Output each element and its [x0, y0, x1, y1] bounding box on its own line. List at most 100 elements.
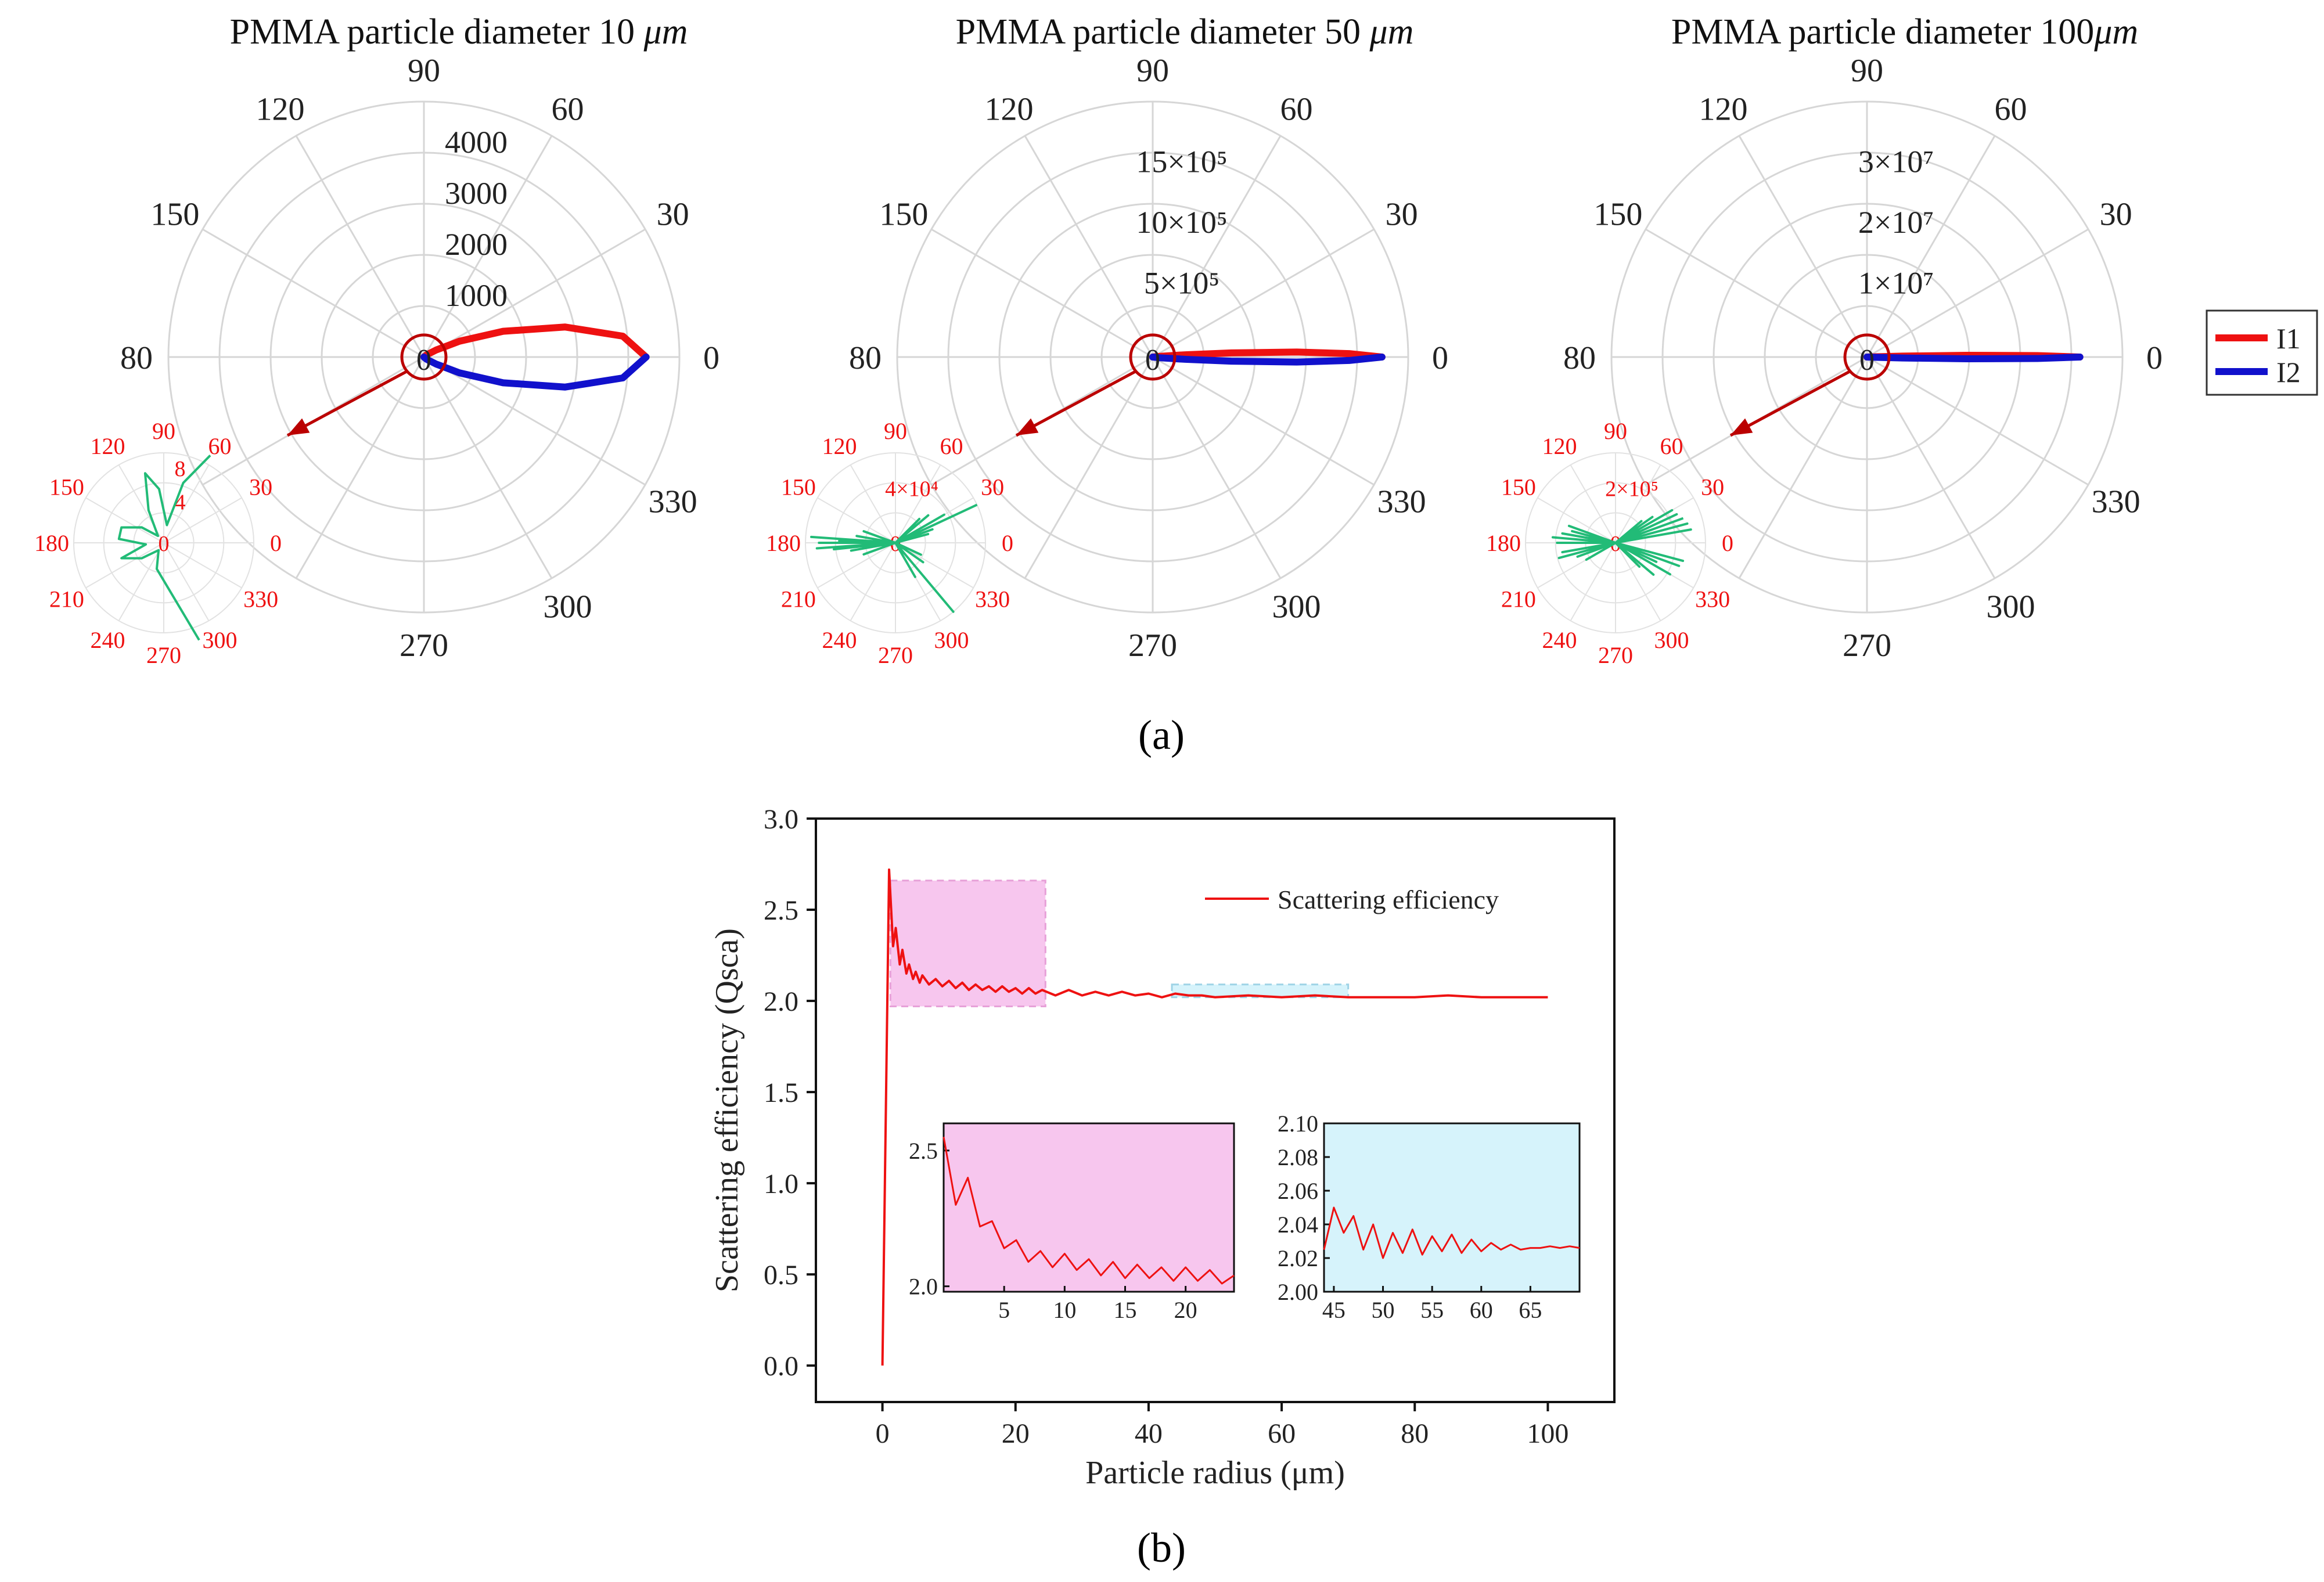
- inset-angle-label: 90: [152, 418, 175, 444]
- panel-label-b: (b): [1137, 1525, 1186, 1571]
- polar-series-I2: [1149, 354, 1386, 366]
- inset-angle-label: 300: [203, 627, 238, 653]
- polar-grid-spoke: [1024, 356, 1154, 579]
- inset-y-tick-label: 2.10: [1278, 1111, 1318, 1137]
- inset-grid-spoke: [850, 542, 896, 621]
- legend-label-I2: I2: [2276, 356, 2301, 388]
- inset-angle-label: 120: [822, 433, 857, 459]
- inset-y-tick-label: 2.08: [1278, 1144, 1318, 1170]
- polar-radial-tick: 15×10⁵: [1136, 145, 1227, 179]
- zoom-arrow-head: [1731, 418, 1753, 435]
- polar-grid-spoke: [295, 356, 425, 579]
- polar-angle-label: 0: [703, 340, 719, 376]
- polar-radial-tick: 3×10⁷: [1858, 145, 1934, 179]
- polar-title-unit: μm: [1369, 12, 1413, 52]
- inset-angle-label: 330: [975, 586, 1010, 612]
- inset-angle-label: 300: [934, 627, 969, 653]
- inset-angle-label: 150: [1501, 474, 1536, 500]
- inset-chart-1: 5 10 15 20 2.0 2.5: [909, 1122, 1235, 1323]
- inset-grid-spoke: [850, 464, 896, 543]
- inset-x-tick-label: 60: [1470, 1297, 1493, 1323]
- polar-grid-spoke: [1866, 228, 2089, 358]
- inset-series-line: [1323, 1206, 1580, 1259]
- polar-angle-label: 150: [150, 197, 199, 233]
- inset-angle-label: 150: [781, 474, 816, 500]
- polar-angle-label: 30: [2100, 197, 2132, 233]
- polar-angle-label: 120: [1699, 91, 1748, 127]
- inset-angle-label: 180: [766, 530, 801, 556]
- highlight-box-pink: [889, 880, 1046, 1007]
- inset-angle-label: 240: [1542, 627, 1577, 653]
- polar-angle-label: 330: [649, 484, 697, 520]
- polar-title-3: PMMA particle diameter 100μm: [1671, 12, 2138, 52]
- polar-angle-label: 270: [400, 628, 448, 664]
- polar-title-text: PMMA particle diameter 50: [956, 12, 1370, 52]
- inset-x-tick-label: 15: [1114, 1297, 1137, 1323]
- polar-grid-spoke: [1645, 228, 1868, 358]
- inset-angle-label: 0: [1722, 530, 1733, 556]
- polar-title-1: PMMA particle diameter 10 μm: [230, 12, 688, 52]
- inset-frame: [1323, 1122, 1581, 1293]
- inset-series: [810, 503, 978, 613]
- polar-angle-label: 300: [1987, 589, 2035, 625]
- polar-angle-label: 30: [657, 197, 689, 233]
- polar-series-I1: [420, 323, 650, 361]
- polar-center-label: 0: [1145, 344, 1160, 377]
- polar-grid-spoke: [423, 135, 553, 358]
- x-axis-label: Particle radius (μm): [1085, 1455, 1345, 1491]
- polar-angle-label: 80: [849, 340, 882, 376]
- y-tick-label: 2.0: [764, 986, 798, 1017]
- inset-radial-tick: 4×10⁴: [885, 477, 938, 501]
- inset-x-tick-label: 55: [1420, 1297, 1444, 1323]
- inset-angle-label: 180: [34, 530, 69, 556]
- polar-angle-label: 60: [552, 91, 584, 127]
- polar-angle-label: 330: [1377, 484, 1426, 520]
- inset-grid-spoke: [163, 542, 242, 589]
- polar-angle-label: 270: [1843, 628, 1891, 664]
- polar-grid-spoke: [1866, 356, 2089, 486]
- polar-series-I2: [420, 354, 650, 391]
- y-tick-label: 1.5: [764, 1078, 798, 1108]
- polar-grid-spoke: [1738, 356, 1868, 579]
- y-tick-label: 3.0: [764, 804, 798, 835]
- polar-grid-spoke: [423, 228, 646, 358]
- polar-angle-label: 270: [1128, 628, 1177, 664]
- inset-grid-spoke: [163, 464, 210, 543]
- inset-frame: [942, 1122, 1235, 1293]
- inset-angle-label: 210: [781, 586, 816, 612]
- x-tick-label: 80: [1401, 1418, 1429, 1449]
- inset-angle-label: 300: [1654, 627, 1689, 653]
- polar-radial-tick: 3000: [445, 176, 508, 211]
- polar-grid-spoke: [1024, 135, 1154, 358]
- polar-angle-label: 300: [1272, 589, 1321, 625]
- y-tick-label: 1.0: [764, 1169, 798, 1199]
- zoom-arrow-line: [1015, 370, 1136, 437]
- panel-label-a: (a): [1138, 712, 1185, 758]
- inset-angle-label: 330: [1695, 586, 1730, 612]
- inset-grid-spoke: [163, 542, 210, 621]
- polar-radial-tick: 1×10⁷: [1858, 266, 1934, 301]
- x-tick-label: 0: [876, 1418, 890, 1449]
- polar-series-I2: [1863, 354, 2084, 362]
- inset-angle-label: 90: [1604, 418, 1627, 444]
- polar-grid-spoke: [423, 356, 646, 486]
- legend-label-I1: I1: [2276, 322, 2301, 355]
- polar-radial-tick: 1000: [445, 278, 508, 313]
- inset-grid-spoke: [1615, 542, 1661, 621]
- zoom-arrow-line: [286, 370, 408, 437]
- polar-plot-2: PMMA particle diameter 50 μm030609012015…: [766, 12, 1448, 668]
- highlight-box-blue: [1171, 983, 1350, 999]
- inset-angle-label: 240: [91, 627, 125, 653]
- polar-angle-label: 150: [879, 197, 928, 233]
- polar-grid-spoke: [1738, 135, 1868, 358]
- polar-angle-label: 90: [1136, 53, 1169, 89]
- polar-title-text: PMMA particle diameter 10: [230, 12, 644, 52]
- inset-grid-spoke: [1537, 497, 1616, 543]
- polar-title-text: PMMA particle diameter 100: [1671, 12, 2094, 52]
- inset-y-tick-label: 2.00: [1278, 1279, 1318, 1305]
- inset-radial-tick: 2×10⁵: [1605, 477, 1659, 501]
- inset-x-tick-label: 5: [998, 1297, 1010, 1323]
- polar-title-2: PMMA particle diameter 50 μm: [956, 12, 1414, 52]
